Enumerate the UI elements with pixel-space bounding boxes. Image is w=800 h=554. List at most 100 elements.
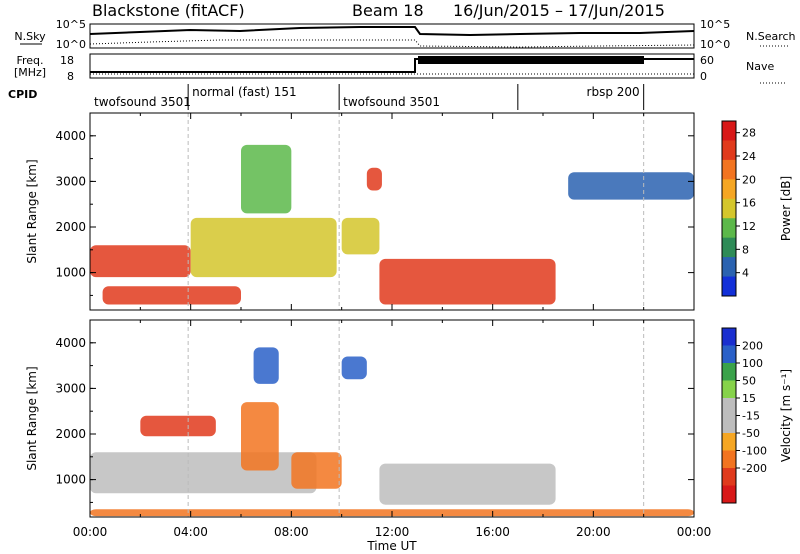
time-axis-ticks: 00:00 04:00 08:00 12:00 16:00 20:00 00:00 [73, 525, 712, 539]
time-tick-label: 00:00 [677, 525, 712, 539]
scatter-region [241, 402, 279, 471]
colorbar-tick-label: 15 [742, 392, 756, 405]
colorbar-tick-label: -50 [742, 427, 760, 440]
time-tick-label: 04:00 [173, 525, 208, 539]
colorbar-segment [722, 380, 736, 399]
freq-left-tick-bottom: 8 [67, 70, 74, 83]
noise-left-label: N.Sky [14, 30, 46, 43]
time-tick-label: 20:00 [576, 525, 611, 539]
colorbar-frame [721, 120, 737, 297]
power-panel: 1000 2000 3000 4000 Slant Range [km] 4 8 12 16 20… [25, 112, 793, 311]
colorbar-label: Power [dB] [779, 176, 793, 241]
time-tick-label: 12:00 [375, 525, 410, 539]
noise-search-trace [89, 39, 695, 48]
scatter-region [379, 463, 556, 505]
cpid-segment-label: rbsp 200 [587, 85, 640, 99]
y-tick-label: 4000 [55, 129, 86, 143]
heatmap-panels: 1000 2000 3000 4000 Slant Range [km] 4 8 12 16 20… [25, 112, 793, 518]
noise-left-tick-top: 10^5 [56, 18, 86, 31]
y-axis-label: Slant Range [km] [25, 159, 39, 263]
time-axis-label: Time UT [366, 539, 417, 553]
y-tick-label: 1000 [55, 473, 86, 487]
time-tick-label: 08:00 [274, 525, 309, 539]
noise-right-label: N.Search [746, 30, 796, 43]
colorbar-segment [722, 218, 736, 239]
noise-right-tick-top: 10^5 [700, 18, 730, 31]
y-tick-label: 3000 [55, 174, 86, 188]
colorbar-segment [722, 198, 736, 219]
colorbar-tick-label: 4 [742, 267, 749, 280]
colorbar-tick-label: 12 [742, 220, 756, 233]
colorbar-segment [722, 179, 736, 200]
colorbar-segment [722, 415, 736, 434]
velocity-panel: 1000 2000 3000 4000 Slant Range [km] 200 100 50… [25, 319, 793, 518]
y-tick-label: 3000 [55, 381, 86, 395]
colorbar-tick-label: 28 [742, 127, 756, 140]
colorbar-tick-label: 24 [742, 150, 756, 163]
colorbar-segment [722, 140, 736, 161]
scatter-region [341, 217, 380, 255]
scatter-region [253, 347, 279, 384]
beam-title: Beam 18 [352, 1, 424, 20]
colorbar-tick-label: 200 [742, 340, 763, 353]
colorbar-segment [722, 450, 736, 469]
nave-right-tick-top: 60 [700, 54, 714, 67]
y-tick-label: 1000 [55, 266, 86, 280]
freq-left-label-1: Freq. [16, 54, 43, 67]
nave-right-label: Nave [746, 60, 774, 73]
scatter-region [241, 144, 292, 214]
colorbar-tick-label: 100 [742, 357, 763, 370]
noise-left-tick-bottom: 10^0 [56, 38, 86, 51]
cpid-segment-label: normal (fast) 151 [192, 85, 296, 99]
colorbar-segment [722, 345, 736, 364]
time-tick-label: 00:00 [73, 525, 108, 539]
freq-left-tick-top: 18 [60, 54, 74, 67]
scatter-region [190, 217, 337, 278]
colorbar-segment [722, 237, 736, 258]
nave-right-tick-bottom: 0 [700, 70, 707, 83]
colorbar-segment [722, 159, 736, 180]
scatter-region [568, 172, 694, 200]
scatter-region [90, 452, 317, 494]
colorbar-segment [722, 363, 736, 381]
colorbar-tick-label: 8 [742, 243, 749, 256]
colorbar-tick-label: -15 [742, 410, 760, 423]
colorbar-label: Velocity [m s⁻¹] [779, 369, 793, 462]
scatter-region [140, 415, 216, 437]
colorbar-segment [722, 257, 736, 278]
scatter-region [90, 245, 191, 278]
scatter-region [366, 167, 382, 191]
y-tick-label: 4000 [55, 336, 86, 350]
date-range: 16/Jun/2015 – 17/Jun/2015 [453, 1, 665, 20]
colorbar-segment [722, 485, 736, 504]
noise-panel-frame [89, 23, 695, 49]
scatter-region [291, 452, 342, 489]
noise-right-tick-bottom: 10^0 [700, 38, 730, 51]
station-title: Blackstone (fitACF) [92, 1, 245, 20]
time-tick-label: 16:00 [475, 525, 510, 539]
colorbar-segment [722, 468, 736, 486]
cpid-label: CPID [8, 88, 37, 101]
y-axis-label: Slant Range [km] [25, 366, 39, 470]
freq-left-label-2: [MHz] [14, 66, 46, 79]
cpid-segment-label: twofsound 3501 [94, 95, 191, 109]
colorbar-segment [722, 398, 736, 416]
freq-dense-block [418, 56, 644, 64]
scatter-region [102, 286, 241, 305]
colorbar-segment [722, 276, 736, 297]
colorbar-tick-label: 16 [742, 197, 756, 210]
colorbar-tick-label: -200 [742, 462, 767, 475]
scatter-region [341, 356, 367, 380]
y-tick-label: 2000 [55, 220, 86, 234]
colorbar-segment [722, 328, 736, 346]
y-tick-label: 2000 [55, 427, 86, 441]
freq-panel-frame [89, 53, 695, 79]
colorbar-segment [722, 433, 736, 451]
noise-sky-trace [89, 26, 695, 37]
scatter-region [379, 258, 556, 305]
cpid-segment-label: twofsound 3501 [343, 95, 440, 109]
colorbar-segment [722, 121, 736, 141]
colorbar-tick-label: 20 [742, 173, 756, 186]
